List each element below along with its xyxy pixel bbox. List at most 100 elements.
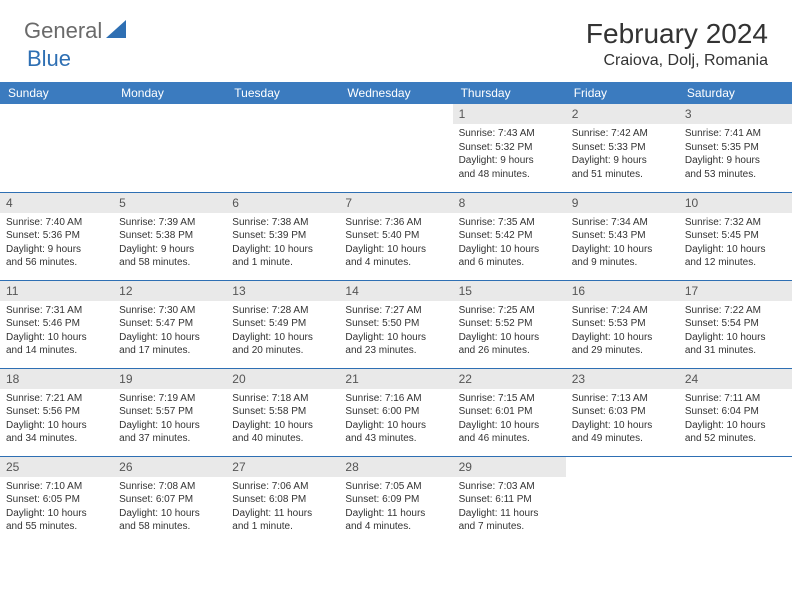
day-info-line: Daylight: 10 hours [119,419,220,433]
day-info-line: Sunset: 6:08 PM [232,493,333,507]
day-info-line: and 12 minutes. [685,256,786,270]
month-title: February 2024 [586,18,768,50]
day-cell: 26Sunrise: 7:08 AMSunset: 6:07 PMDayligh… [113,456,226,544]
day-info-line: and 46 minutes. [459,432,560,446]
day-cell: 8 Sunrise: 7:35 AMSunset: 5:42 PMDaylight… [453,192,566,280]
day-info-line: Sunrise: 7:43 AM [459,127,560,141]
day-number: 13 [226,281,339,301]
day-number: 5 [113,193,226,213]
day-number: 25 [0,457,113,477]
day-info-line: Sunrise: 7:13 AM [572,392,673,406]
day-info-line: Sunset: 5:46 PM [6,317,107,331]
day-info-line: Sunset: 5:39 PM [232,229,333,243]
day-info-line: and 51 minutes. [572,168,673,182]
location: Craiova, Dolj, Romania [586,52,768,70]
day-info-line: Daylight: 9 hours [6,243,107,257]
day-info-line: Daylight: 10 hours [6,419,107,433]
day-info-line: Sunset: 5:50 PM [345,317,446,331]
day-info-line: and 56 minutes. [6,256,107,270]
day-info-line: Daylight: 10 hours [232,419,333,433]
day-info-line: Sunset: 5:42 PM [459,229,560,243]
empty-cell [0,104,113,192]
day-cell: 12Sunrise: 7:30 AMSunset: 5:47 PMDayligh… [113,280,226,368]
day-number: 20 [226,369,339,389]
day-info-line: and 37 minutes. [119,432,220,446]
day-info-line: Sunset: 5:36 PM [6,229,107,243]
day-info-line: and 43 minutes. [345,432,446,446]
day-info-line: Sunrise: 7:31 AM [6,304,107,318]
day-info-line: and 40 minutes. [232,432,333,446]
day-cell: 16Sunrise: 7:24 AMSunset: 5:53 PMDayligh… [566,280,679,368]
day-info-line: and 4 minutes. [345,520,446,534]
day-info-line: Daylight: 9 hours [119,243,220,257]
day-info-line: and 49 minutes. [572,432,673,446]
day-info-line: Sunrise: 7:18 AM [232,392,333,406]
day-info-line: Sunrise: 7:41 AM [685,127,786,141]
day-info-line: Sunrise: 7:30 AM [119,304,220,318]
day-number: 14 [339,281,452,301]
day-info-line: Daylight: 10 hours [119,331,220,345]
day-cell: 13Sunrise: 7:28 AMSunset: 5:49 PMDayligh… [226,280,339,368]
day-cell: 6Sunrise: 7:38 AMSunset: 5:39 PMDaylight… [226,192,339,280]
day-number: 6 [226,193,339,213]
logo-triangle-icon [106,20,126,43]
day-info-line: Sunset: 5:58 PM [232,405,333,419]
day-info-line: and 4 minutes. [345,256,446,270]
day-number: 27 [226,457,339,477]
day-info-line: Sunset: 5:57 PM [119,405,220,419]
day-info-line: and 31 minutes. [685,344,786,358]
day-cell: 28Sunrise: 7:05 AMSunset: 6:09 PMDayligh… [339,456,452,544]
calendar-row: 11 Sunrise: 7:31 AMSunset: 5:46 PM Dayligh… [0,280,792,368]
day-info-line: and 58 minutes. [119,520,220,534]
day-info-line: and 1 minute. [232,520,333,534]
day-cell: 10Sunrise: 7:32 AMSunset: 5:45 PMDayligh… [679,192,792,280]
weekday-header: Sunday [0,82,113,104]
day-cell: 4Sunrise: 7:40 AMSunset: 5:36 PMDaylight… [0,192,113,280]
day-info-line: Sunset: 5:35 PM [685,141,786,155]
day-number: 26 [113,457,226,477]
day-info-line: Daylight: 10 hours [572,331,673,345]
empty-cell [679,456,792,544]
day-cell: 24Sunrise: 7:11 AMSunset: 6:04 PMDayligh… [679,368,792,456]
day-number: 24 [679,369,792,389]
day-info-line: Daylight: 10 hours [459,331,560,345]
day-info-line: Daylight: 9 hours [459,154,560,168]
day-info-line: Sunrise: 7:38 AM [232,216,333,230]
day-info-line: Daylight: 10 hours [685,419,786,433]
calendar-row: 4Sunrise: 7:40 AMSunset: 5:36 PMDaylight… [0,192,792,280]
day-info-line: Daylight: 10 hours [345,243,446,257]
day-info-line: Sunrise: 7:16 AM [345,392,446,406]
weekday-header: Wednesday [339,82,452,104]
day-number: 29 [453,457,566,477]
day-number: 23 [566,369,679,389]
day-number: 8 [453,193,566,213]
day-cell: 27Sunrise: 7:06 AMSunset: 6:08 PMDayligh… [226,456,339,544]
day-info-line: Sunset: 5:33 PM [572,141,673,155]
day-cell: 29Sunrise: 7:03 AMSunset: 6:11 PMDayligh… [453,456,566,544]
day-info-line: Sunrise: 7:24 AM [572,304,673,318]
day-info-line: Sunrise: 7:34 AM [572,216,673,230]
calendar-row: 18Sunrise: 7:21 AMSunset: 5:56 PMDayligh… [0,368,792,456]
day-info-line: Sunset: 5:52 PM [459,317,560,331]
logo-text-blue: Blue [27,46,71,71]
empty-cell [566,456,679,544]
day-cell: 15Sunrise: 7:25 AMSunset: 5:52 PMDayligh… [453,280,566,368]
calendar-row: 1Sunrise: 7:43 AMSunset: 5:32 PMDaylight… [0,104,792,192]
day-info-line: Sunrise: 7:03 AM [459,480,560,494]
day-number: 11 [0,281,113,301]
day-info-line: Sunrise: 7:22 AM [685,304,786,318]
day-info-line: Daylight: 10 hours [459,243,560,257]
day-number: 2 [566,104,679,124]
day-number: 4 [0,193,113,213]
day-info-line: and 52 minutes. [685,432,786,446]
day-info-line: and 7 minutes. [459,520,560,534]
day-info-line: and 48 minutes. [459,168,560,182]
day-cell: 20 Sunrise: 7:18 AMSunset: 5:58 PMDayligh… [226,368,339,456]
day-info-line: and 58 minutes. [119,256,220,270]
logo-text-general: General [24,18,102,44]
day-info-line: Sunrise: 7:39 AM [119,216,220,230]
day-info-line: Daylight: 10 hours [119,507,220,521]
day-info-line: Sunset: 5:43 PM [572,229,673,243]
day-info-line: Sunrise: 7:10 AM [6,480,107,494]
day-info-line: Sunrise: 7:35 AM [459,216,560,230]
